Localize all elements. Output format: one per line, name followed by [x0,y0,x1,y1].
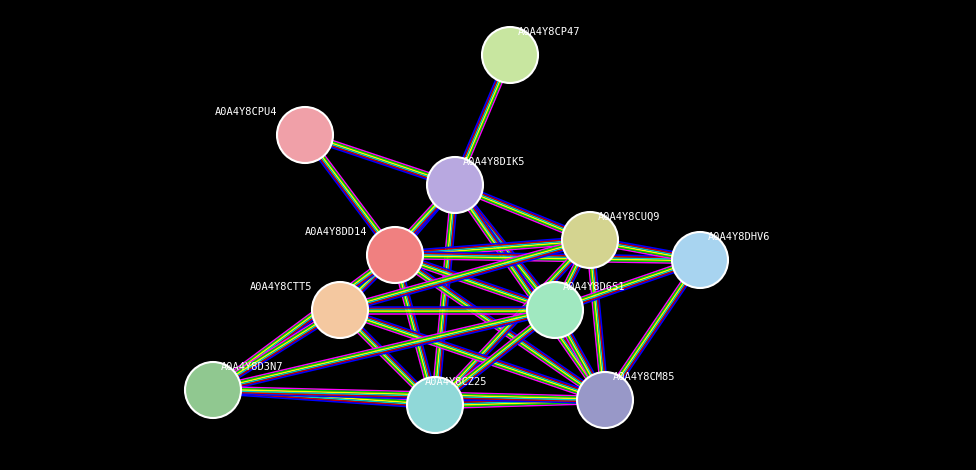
Text: A0A4Y8D3N7: A0A4Y8D3N7 [221,362,283,372]
Text: A0A4Y8CPU4: A0A4Y8CPU4 [215,107,277,117]
Circle shape [407,377,463,433]
Circle shape [367,227,423,283]
Text: A0A4Y8DHV6: A0A4Y8DHV6 [708,232,770,242]
Circle shape [577,372,633,428]
Circle shape [427,157,483,213]
Circle shape [672,232,728,288]
Text: A0A4Y8CUQ9: A0A4Y8CUQ9 [598,212,661,222]
Text: A0A4Y8CZ25: A0A4Y8CZ25 [425,377,487,387]
Text: A0A4Y8CTT5: A0A4Y8CTT5 [250,282,312,292]
Text: A0A4Y8CM85: A0A4Y8CM85 [613,372,675,382]
Circle shape [277,107,333,163]
Text: A0A4Y8CP47: A0A4Y8CP47 [518,27,581,37]
Circle shape [482,27,538,83]
Text: A0A4Y8D6S1: A0A4Y8D6S1 [563,282,626,292]
Text: A0A4Y8DD14: A0A4Y8DD14 [305,227,368,237]
Text: A0A4Y8DIK5: A0A4Y8DIK5 [463,157,525,167]
Circle shape [185,362,241,418]
Circle shape [527,282,583,338]
Circle shape [312,282,368,338]
Circle shape [562,212,618,268]
